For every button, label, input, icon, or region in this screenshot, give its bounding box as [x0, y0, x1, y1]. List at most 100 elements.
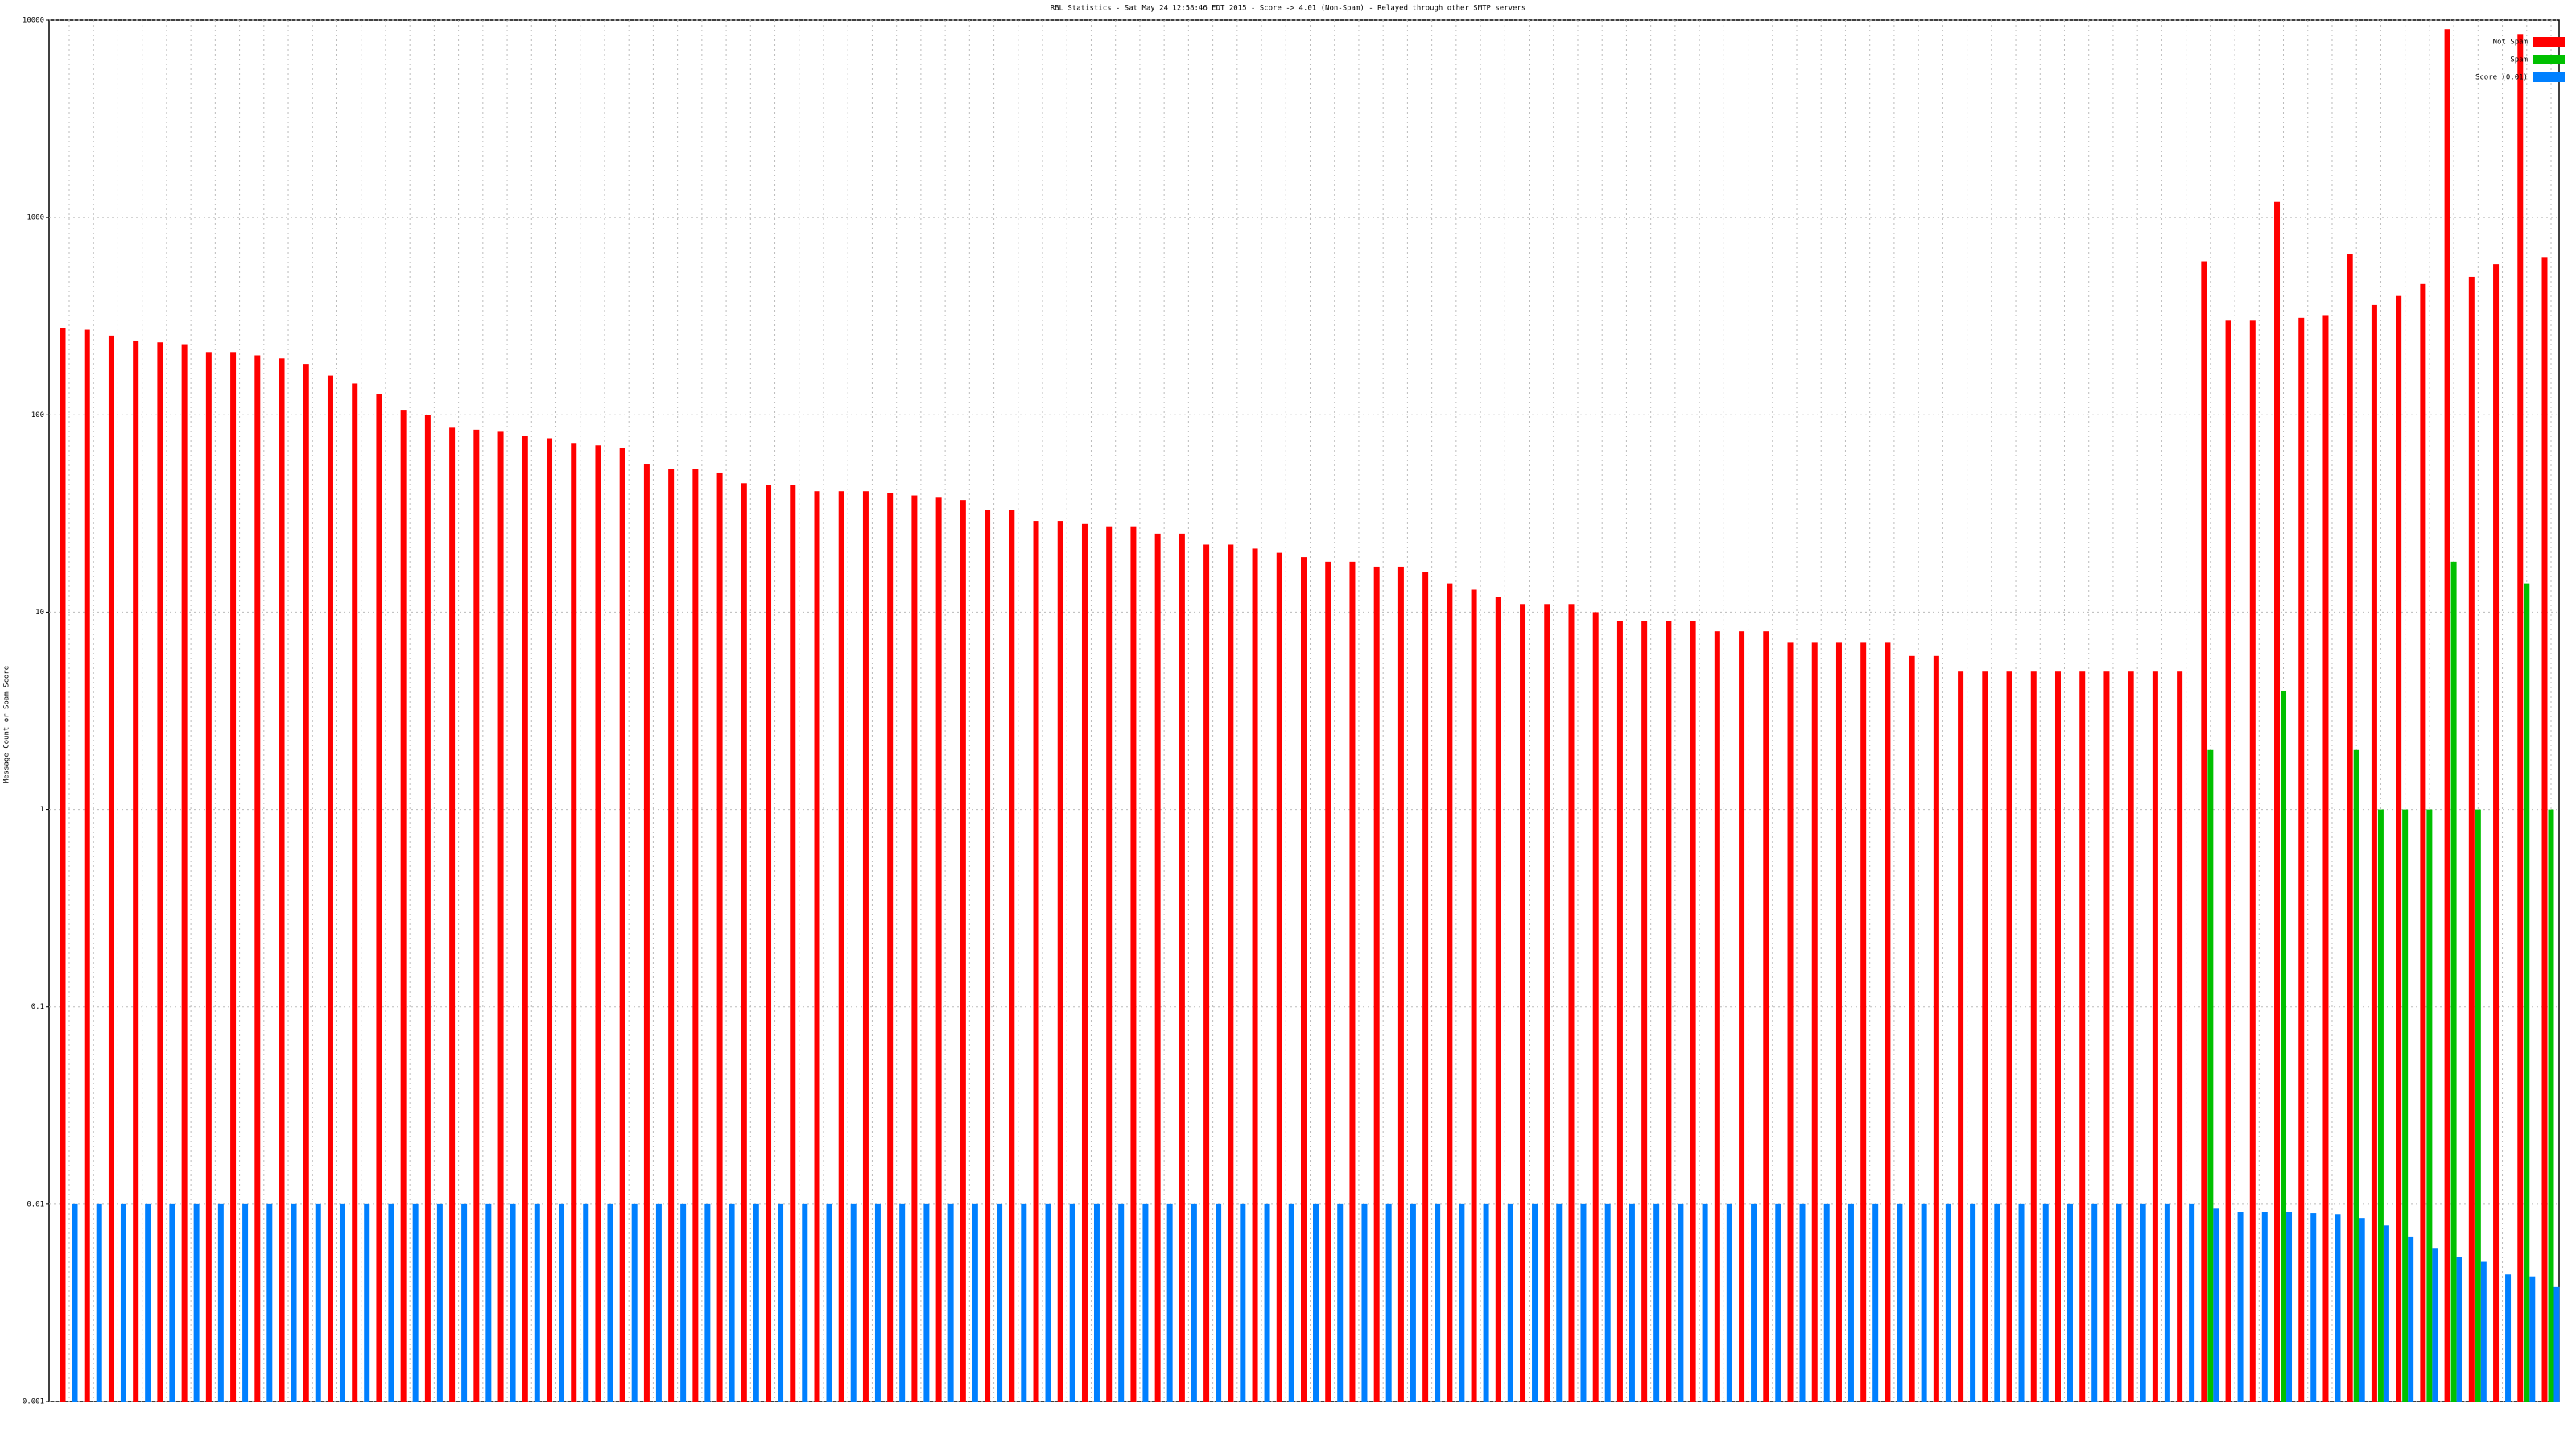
y-tick-label: 0.01	[27, 1200, 44, 1208]
legend-label: Score (0.01)	[2475, 74, 2528, 82]
bar	[1252, 548, 1258, 1402]
bar	[1847, 1203, 1854, 1402]
bar	[2383, 1225, 2389, 1402]
bar	[643, 464, 650, 1402]
bar	[1301, 557, 1307, 1402]
bar	[1483, 1203, 1489, 1402]
bar	[254, 355, 261, 1402]
bar	[205, 352, 212, 1402]
legend-swatch	[2533, 37, 2565, 47]
bar	[1166, 1203, 1173, 1402]
bar	[1410, 1203, 1416, 1402]
bar	[1556, 1203, 1563, 1402]
bar	[2310, 1213, 2317, 1402]
bar	[461, 1203, 468, 1402]
bar	[2408, 1236, 2414, 1402]
bar	[2237, 1212, 2244, 1402]
bar	[2529, 1276, 2536, 1402]
bar	[716, 472, 723, 1402]
y-tick-label: 0.001	[23, 1398, 44, 1406]
legend-label: Spam	[2510, 56, 2528, 64]
bar	[704, 1203, 711, 1402]
bar	[2468, 276, 2475, 1402]
bar	[802, 1203, 808, 1402]
bar	[1130, 526, 1137, 1402]
y-tick-label: 0.1	[31, 1003, 44, 1011]
bar	[242, 1203, 249, 1402]
bar	[2450, 561, 2457, 1402]
bar	[96, 1203, 102, 1402]
y-tick-label: 1000	[27, 214, 44, 222]
bar	[169, 1203, 175, 1402]
bar	[2213, 1208, 2219, 1402]
bar	[2402, 809, 2409, 1402]
bar	[814, 491, 820, 1402]
bar	[2164, 1203, 2170, 1402]
bar	[145, 1203, 151, 1402]
bar	[935, 497, 942, 1402]
bar	[315, 1203, 321, 1402]
bar	[2128, 671, 2134, 1402]
bar	[2042, 1203, 2049, 1402]
bar	[1532, 1203, 1538, 1402]
bar	[449, 427, 456, 1402]
bar	[2140, 1203, 2146, 1402]
bar	[1872, 1203, 1879, 1402]
bar	[376, 394, 382, 1402]
bar	[1678, 1203, 1684, 1402]
bar	[899, 1203, 906, 1402]
bar	[2261, 1212, 2268, 1402]
bar	[947, 1203, 954, 1402]
bar	[631, 1203, 638, 1402]
bar	[1580, 1203, 1587, 1402]
bar	[559, 1203, 565, 1402]
bar	[485, 1203, 492, 1402]
bar	[1203, 544, 1210, 1402]
bar	[2359, 1218, 2365, 1402]
bar	[1702, 1203, 1708, 1402]
bar	[217, 1203, 224, 1402]
bar	[2103, 671, 2110, 1402]
bar	[2371, 304, 2377, 1402]
bar	[436, 1203, 443, 1402]
bar	[400, 410, 407, 1402]
bar	[1763, 631, 1769, 1402]
bar	[2054, 671, 2061, 1402]
bar	[193, 1203, 200, 1402]
bar	[1459, 1203, 1465, 1402]
bar	[388, 1203, 394, 1402]
bar	[1739, 631, 1745, 1402]
bar	[534, 1203, 540, 1402]
bar	[1033, 521, 1039, 1402]
bar	[1714, 631, 1720, 1402]
bar	[972, 1203, 978, 1402]
bar	[120, 1203, 126, 1402]
bar	[1009, 510, 1015, 1402]
bar	[1228, 544, 1234, 1402]
bar	[1641, 621, 1648, 1402]
bar	[2456, 1257, 2462, 1402]
bar	[1616, 621, 1623, 1402]
bar	[352, 383, 358, 1402]
bar	[826, 1203, 832, 1402]
bar	[2517, 34, 2524, 1402]
legend-swatch	[2533, 55, 2565, 64]
bar	[2347, 254, 2353, 1402]
bar	[874, 1203, 881, 1402]
legend-label: Not Spam	[2493, 39, 2528, 47]
bar	[303, 364, 309, 1402]
bar	[1629, 1203, 1635, 1402]
bar	[1982, 671, 1988, 1402]
bar	[692, 469, 699, 1402]
bar	[60, 328, 66, 1402]
bar	[1216, 1203, 1222, 1402]
bar	[1787, 642, 1794, 1402]
bar	[1313, 1203, 1319, 1402]
bar	[2201, 261, 2207, 1402]
bar	[1945, 1203, 1951, 1402]
bar	[279, 358, 285, 1402]
y-tick-label: 100	[31, 411, 44, 419]
y-axis-label: Message Count or Spam Score	[3, 666, 11, 783]
bar	[72, 1203, 78, 1402]
